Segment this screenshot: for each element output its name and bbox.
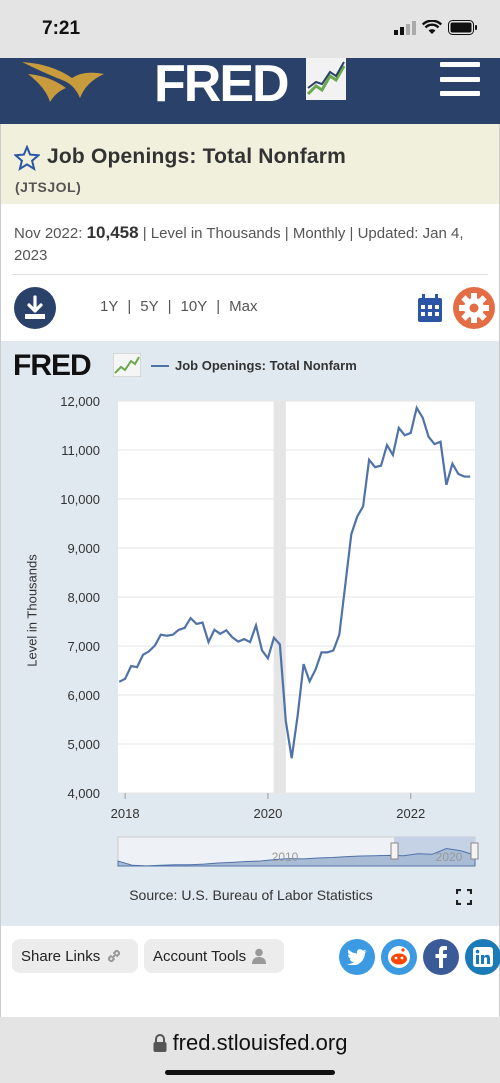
user-icon (252, 948, 267, 964)
status-time: 7:21 (42, 18, 81, 39)
graph-panel: FRED Job Openings: Total Nonfarm Level i… (0, 341, 500, 926)
range-10y[interactable]: 10Y (180, 298, 208, 315)
facebook-icon[interactable] (423, 939, 459, 975)
url-text: fred.stlouisfed.org (172, 1030, 348, 1055)
graph-logo-chart-icon (113, 353, 141, 377)
series-line (118, 405, 471, 759)
link-icon (108, 949, 121, 963)
chart-legend: Job Openings: Total Nonfarm (151, 358, 357, 373)
hamburger-icon[interactable] (440, 62, 480, 96)
twitter-icon[interactable] (339, 939, 375, 975)
line-chart[interactable]: 4,000 5,000 6,000 7,000 8,000 9,000 10,000 11,0… (1, 341, 500, 871)
signal-icon (394, 20, 416, 35)
y-tick-label: 6,000 (67, 688, 100, 703)
series-meta: Nov 2022: 10,458 | Level in Thousands | … (0, 204, 500, 284)
y-tick-label: 5,000 (67, 737, 100, 752)
reddit-alien-glyph (388, 946, 410, 968)
series-title: Job Openings: Total Nonfarm (47, 145, 347, 168)
series-title-band: Job Openings: Total Nonfarm (JTSJOL) (0, 124, 500, 204)
account-tools-label: Account Tools (153, 947, 247, 965)
reddit-icon[interactable] (381, 939, 417, 975)
legend-label: Job Openings: Total Nonfarm (175, 358, 357, 373)
share-toolbar: Share Links Account Tools (0, 926, 500, 992)
status-icons (394, 20, 478, 35)
star-icon[interactable] (14, 145, 40, 171)
y-tick-label: 11,000 (61, 443, 100, 458)
facebook-f-glyph (435, 946, 447, 968)
y-tick-label: 9,000 (67, 541, 100, 556)
range-separator: | (167, 298, 172, 315)
series-details: | Level in Thousands | Monthly | Updated… (14, 225, 464, 264)
twitter-bird-glyph (347, 949, 367, 965)
wifi-icon (422, 20, 442, 34)
range-5y[interactable]: 5Y (140, 298, 159, 315)
y-tick-label: 4,000 (67, 786, 100, 801)
lock-icon (153, 1034, 167, 1052)
navigator-series (117, 847, 476, 867)
status-bar: 7:21 (0, 0, 500, 58)
account-tools-button[interactable]: Account Tools (144, 939, 284, 973)
share-links-button[interactable]: Share Links (12, 939, 138, 973)
navigator-handle[interactable] (390, 842, 399, 860)
y-tick-label: 7,000 (67, 639, 100, 654)
range-1y[interactable]: 1Y (100, 298, 119, 315)
calendar-icon[interactable] (417, 293, 443, 323)
eagle-logo-icon[interactable] (22, 58, 112, 108)
range-selector: 1Y | 5Y | 10Y | Max (100, 298, 257, 315)
latest-label: Nov 2022: (14, 225, 83, 242)
page-bottom (0, 992, 500, 1018)
y-tick-label: 10,000 (60, 492, 100, 507)
series-id: (JTSJOL) (15, 179, 82, 195)
share-links-label: Share Links (21, 947, 101, 965)
range-separator: | (216, 298, 221, 315)
settings-button[interactable] (453, 287, 495, 329)
fred-wordmark[interactable]: FRED (154, 58, 290, 113)
navigator-handle[interactable] (470, 842, 479, 860)
divider (12, 274, 488, 275)
url-display[interactable]: fred.stlouisfed.org (0, 1030, 500, 1056)
y-tick-label: 8,000 (67, 590, 100, 605)
source-note: Source: U.S. Bureau of Labor Statistics (129, 887, 373, 903)
range-max[interactable]: Max (229, 298, 258, 315)
site-header: FRED (0, 58, 500, 124)
legend-swatch (151, 364, 169, 367)
x-tick-label: 2020 (253, 806, 282, 821)
home-indicator (165, 1070, 335, 1075)
range-separator: | (127, 298, 132, 315)
navigator-label: 2020 (436, 850, 463, 864)
graph-controls: 1Y | 5Y | 10Y | Max (0, 275, 500, 341)
battery-icon (448, 20, 477, 35)
fullscreen-icon[interactable] (456, 889, 472, 905)
download-button[interactable] (14, 287, 56, 329)
graph-fred-logo: FRED (13, 349, 92, 382)
x-tick-label: 2022 (396, 806, 425, 821)
latest-value: 10,458 (86, 223, 139, 242)
navigator-label: 2010 (272, 850, 299, 864)
gear-icon (459, 293, 489, 323)
x-tick-label: 2018 (111, 806, 140, 821)
linkedin-in-glyph (473, 947, 493, 967)
download-icon (25, 295, 45, 319)
linkedin-icon[interactable] (465, 939, 500, 975)
fred-chart-icon (306, 58, 346, 100)
series-meta-text: Nov 2022: 10,458 | Level in Thousands | … (14, 222, 488, 267)
y-tick-label: 12,000 (60, 394, 100, 409)
browser-url-bar[interactable]: fred.stlouisfed.org (0, 1017, 500, 1083)
